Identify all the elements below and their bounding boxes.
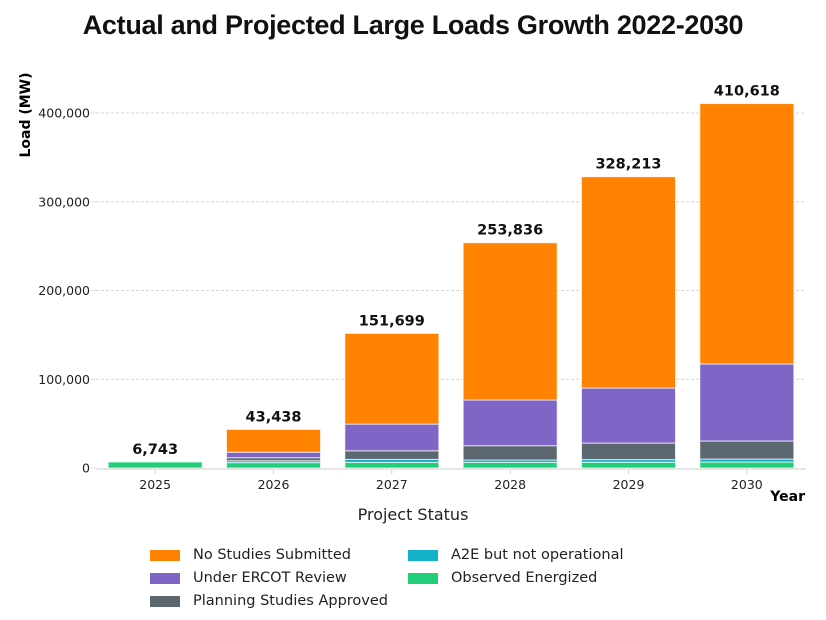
legend-label: No Studies Submitted <box>193 547 351 563</box>
axes: 0 100,000 200,000 300,000 400,000 2025 2026 202… <box>38 106 806 492</box>
bar-segment-no-studies-submitted-2026 <box>226 428 321 453</box>
total-label: 151,699 <box>359 313 425 329</box>
bar-segment-observed-energized-2029 <box>581 461 676 469</box>
x-tick-label: 2029 <box>613 477 645 492</box>
legend-item-planning-studies-approved: Planning Studies Approved <box>150 591 388 611</box>
total-label: 410,618 <box>714 84 780 100</box>
x-tick-label: 2025 <box>139 477 171 492</box>
bar-segment-observed-energized-2026 <box>226 462 321 469</box>
total-label: 6,743 <box>132 442 178 458</box>
legend-item-a2e-but-not-operational: A2E but not operational <box>408 545 624 565</box>
bar-segment-planning-studies-approved-2027 <box>344 450 440 460</box>
bar-segment-observed-energized-2030 <box>699 461 795 469</box>
y-tick-label: 200,000 <box>38 283 90 298</box>
chart-title: Actual and Projected Large Loads Growth … <box>82 10 744 40</box>
legend-label: Observed Energized <box>451 570 598 586</box>
x-tick-label: 2028 <box>494 477 526 492</box>
legend-swatch <box>150 572 180 584</box>
x-axis-title: Year <box>769 489 805 505</box>
x-tick-label: 2027 <box>376 477 408 492</box>
bar-segment-under-ercot-review-2027 <box>344 423 440 452</box>
legend-item-observed-energized: Observed Energized <box>408 568 597 588</box>
legend-label: Under ERCOT Review <box>193 570 347 586</box>
gridlines <box>96 112 806 380</box>
legend-label: A2E but not operational <box>451 547 624 563</box>
y-tick-label: 0 <box>82 461 90 476</box>
legend-swatch <box>150 595 180 607</box>
y-tick-label: 300,000 <box>38 194 90 209</box>
bar-segment-under-ercot-review-2028 <box>462 399 558 447</box>
bar-segment-planning-studies-approved-2028 <box>462 445 558 461</box>
legend-title: Project Status <box>357 505 469 524</box>
bar-segment-planning-studies-approved-2030 <box>699 440 795 460</box>
legend-swatch <box>408 549 438 561</box>
bar-segment-under-ercot-review-2030 <box>699 363 795 442</box>
total-label: 43,438 <box>246 409 302 425</box>
bar-segment-planning-studies-approved-2029 <box>581 442 676 461</box>
bar-segment-observed-energized-2028 <box>462 461 558 469</box>
y-axis-title: Load (MW) <box>18 72 34 157</box>
legend-item-no-studies-submitted: No Studies Submitted <box>150 545 351 565</box>
legend-label: Planning Studies Approved <box>193 593 389 609</box>
x-tick-label: 2030 <box>731 477 763 492</box>
bar-segment-under-ercot-review-2026 <box>226 451 321 459</box>
bar-segment-no-studies-submitted-2028 <box>462 242 558 401</box>
bar-segment-observed-energized-2025 <box>107 461 203 469</box>
bar-segment-no-studies-submitted-2027 <box>344 332 440 425</box>
y-tick-label: 400,000 <box>38 106 90 121</box>
bars <box>107 103 795 469</box>
legend-item-under-ercot-review: Under ERCOT Review <box>150 568 347 588</box>
total-label: 253,836 <box>477 223 543 239</box>
data-labels: 6,743 43,438 151,699 253,836 328,213 410,618 <box>132 84 780 458</box>
bar-segment-no-studies-submitted-2030 <box>699 103 795 365</box>
x-tick-label: 2026 <box>258 477 290 492</box>
bar-segment-observed-energized-2027 <box>344 461 440 469</box>
bar-segment-under-ercot-review-2029 <box>581 387 676 444</box>
total-label: 328,213 <box>595 157 661 173</box>
y-tick-label: 100,000 <box>38 372 90 387</box>
legend-swatch <box>150 549 180 561</box>
legend: No Studies Submitted Under ERCOT Review Pl… <box>150 545 670 615</box>
bar-segment-no-studies-submitted-2029 <box>581 176 676 389</box>
legend-swatch <box>408 572 438 584</box>
